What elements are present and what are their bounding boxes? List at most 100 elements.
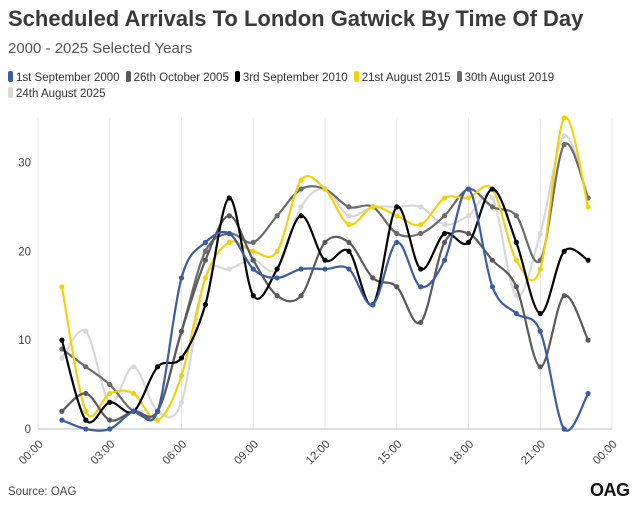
data-point [154,364,161,370]
data-point [202,248,209,254]
data-point [131,408,137,414]
data-point [107,426,113,432]
data-point [154,417,161,423]
legend-swatch [234,71,240,82]
legend-label: 1st September 2000 [16,72,120,84]
data-point [441,195,448,201]
data-point [346,204,352,210]
data-point [83,426,89,432]
data-point [561,248,567,254]
chart-subtitle: 2000 - 2025 Selected Years [8,40,193,57]
data-point [394,284,400,290]
data-point [537,266,543,272]
data-point [298,266,304,272]
x-tick-label: 03:00 [89,438,118,467]
data-point [250,248,256,254]
line-chart: 0 10 20 30 00:00 03:00 06:00 09:00 12:00 15:00 18:… [17,115,620,467]
data-point [513,213,519,219]
data-point [394,204,400,210]
data-point [107,390,113,397]
data-point [537,328,543,334]
data-point [178,328,185,334]
chart-legend: 1st September 2000 26th October 2005 3rd S… [8,70,608,102]
data-point [585,337,591,343]
data-point [418,284,424,290]
data-point [394,213,400,219]
data-point [274,248,280,254]
data-point [370,204,376,210]
data-point [83,328,89,334]
x-tick-label: 09:00 [232,438,261,467]
data-point [346,213,352,219]
data-point [298,186,304,192]
data-point [513,310,519,317]
data-point [489,257,496,263]
data-point [202,302,209,308]
data-point [537,364,543,370]
data-point [226,239,232,245]
data-point [274,266,280,272]
data-point [513,239,519,245]
data-point [107,381,113,388]
data-point [250,257,256,263]
data-point [513,284,519,290]
data-point [418,222,424,228]
data-point [202,257,209,263]
legend-label: 24th August 2025 [16,88,106,100]
data-point [441,213,448,219]
data-point [59,408,65,414]
y-tick-label: 10 [18,335,31,347]
data-point [561,142,567,148]
data-point [465,195,472,201]
data-point [489,204,496,210]
data-point [322,239,328,245]
y-tick-label: 30 [18,157,31,169]
data-point [561,293,567,299]
data-point [561,426,567,432]
data-point [202,239,209,245]
legend-label: 26th October 2005 [133,72,229,84]
data-point [226,230,232,237]
legend-swatch [456,71,462,82]
source-note: Source: OAG [8,486,77,498]
legend-label: 21st August 2015 [361,72,451,84]
data-point [441,239,448,245]
data-point [83,408,89,414]
data-point [298,213,304,219]
data-point [418,319,424,325]
data-point [441,230,448,237]
data-point [561,133,567,139]
data-point [489,195,496,201]
data-point [322,266,328,272]
data-point [202,275,209,281]
data-point [537,310,543,317]
data-point [537,230,543,237]
legend-swatch [125,71,131,82]
x-tick-label: 06:00 [160,438,189,467]
data-point [154,408,161,414]
data-point [107,399,113,405]
data-point [370,275,376,281]
oag-logo: OAG [590,480,630,500]
data-point [226,266,232,272]
data-point [274,275,280,281]
data-point [131,390,137,397]
data-point [250,293,256,299]
chart-title: Scheduled Arrivals To London Gatwick By … [8,6,584,31]
data-point [178,355,185,361]
legend-swatch [8,71,13,82]
data-point [489,186,496,192]
x-tick-label: 15:00 [376,438,405,467]
data-point [226,195,232,201]
data-point [322,186,328,192]
data-point [274,213,280,219]
data-point [418,204,424,210]
data-point [59,337,65,343]
data-point [178,275,185,281]
data-point [107,417,113,423]
x-tick-label: 21:00 [519,438,548,467]
legend-swatch [353,71,359,82]
x-tick-label: 18:00 [447,438,476,467]
data-point [585,390,591,397]
data-point [298,293,304,299]
